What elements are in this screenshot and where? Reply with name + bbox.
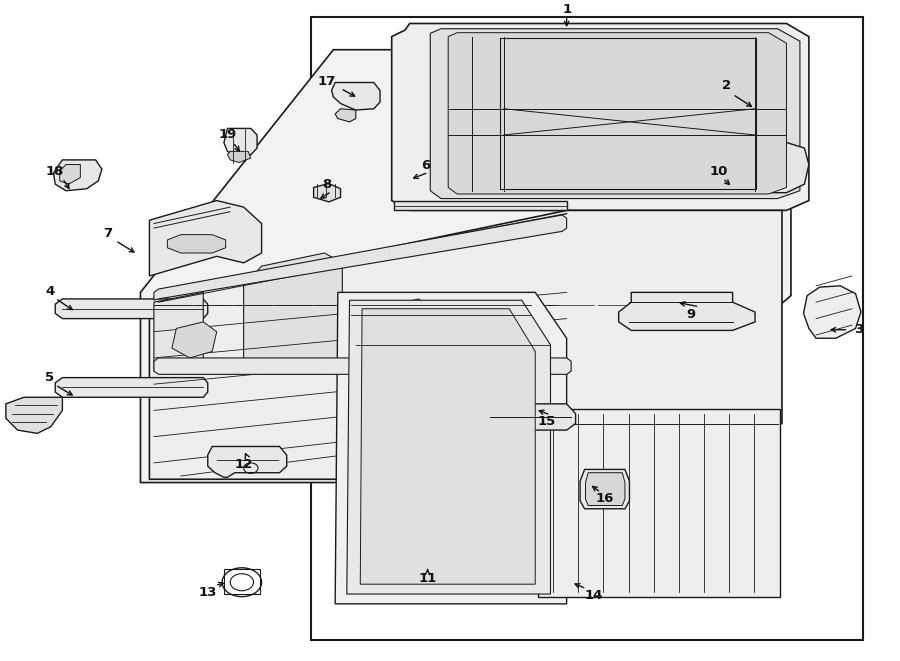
Polygon shape [737, 138, 809, 193]
Polygon shape [580, 469, 629, 509]
Text: 11: 11 [418, 572, 436, 586]
Polygon shape [228, 151, 251, 163]
Polygon shape [335, 109, 356, 122]
Text: 14: 14 [584, 589, 603, 602]
Text: 13: 13 [199, 586, 217, 599]
Text: 6: 6 [421, 159, 430, 172]
Polygon shape [244, 253, 342, 374]
Text: 7: 7 [103, 227, 112, 240]
Polygon shape [331, 83, 380, 110]
Polygon shape [313, 184, 340, 202]
Text: 4: 4 [45, 284, 55, 297]
Polygon shape [430, 28, 800, 198]
Polygon shape [484, 404, 576, 430]
Polygon shape [224, 128, 257, 156]
Text: 17: 17 [318, 75, 337, 88]
Polygon shape [387, 299, 432, 335]
Text: 8: 8 [322, 178, 332, 190]
Text: 18: 18 [46, 165, 65, 178]
Text: 16: 16 [595, 492, 614, 506]
Polygon shape [154, 292, 203, 371]
Polygon shape [55, 377, 208, 397]
Text: 15: 15 [538, 415, 556, 428]
Polygon shape [140, 50, 791, 483]
Text: 12: 12 [235, 457, 253, 471]
Polygon shape [149, 210, 782, 479]
Polygon shape [154, 358, 572, 374]
Polygon shape [154, 215, 567, 300]
Text: 3: 3 [854, 323, 864, 336]
Text: 5: 5 [45, 371, 54, 384]
Text: 19: 19 [219, 128, 237, 141]
Polygon shape [346, 300, 551, 594]
Polygon shape [618, 292, 755, 330]
Polygon shape [394, 200, 567, 210]
Text: 2: 2 [722, 79, 731, 93]
Text: 1: 1 [562, 3, 572, 16]
Polygon shape [804, 286, 861, 338]
Polygon shape [208, 446, 287, 477]
Polygon shape [586, 473, 625, 506]
Polygon shape [149, 200, 262, 276]
Polygon shape [392, 24, 809, 210]
Polygon shape [360, 309, 536, 584]
Polygon shape [310, 17, 863, 640]
Polygon shape [59, 165, 80, 184]
Polygon shape [53, 160, 102, 191]
Text: 9: 9 [686, 307, 695, 321]
Polygon shape [448, 32, 787, 194]
Polygon shape [167, 235, 226, 253]
Text: 10: 10 [710, 165, 728, 178]
Polygon shape [6, 397, 62, 434]
Polygon shape [538, 409, 780, 598]
Polygon shape [172, 322, 217, 358]
Polygon shape [55, 299, 208, 319]
Polygon shape [335, 292, 567, 604]
